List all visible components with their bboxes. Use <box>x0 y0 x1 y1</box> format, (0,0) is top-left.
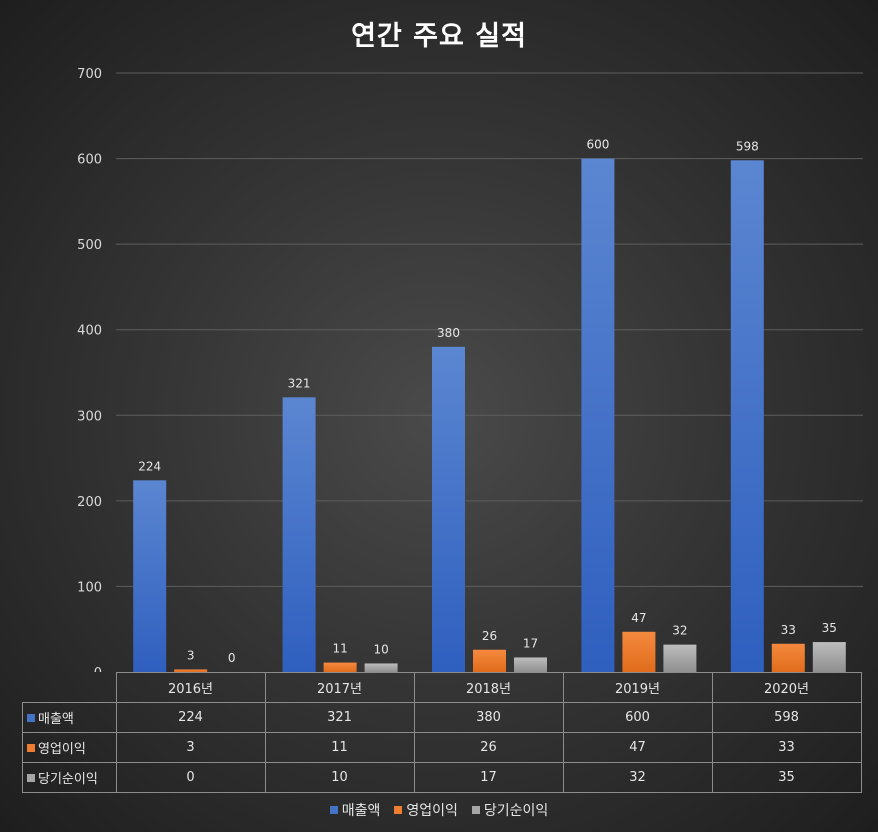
bar-매출액-2019년 <box>581 158 615 672</box>
bar-영업이익-2016년 <box>174 669 208 672</box>
series-swatch <box>27 714 35 722</box>
legend-label: 당기순이익 <box>483 803 549 819</box>
legend-item: 당기순이익 <box>471 800 549 820</box>
legend: 매출액 영업이익 당기순이익 <box>0 800 878 820</box>
bar-영업이익-2018년 <box>473 649 506 672</box>
bar-영업이익-2017년 <box>323 662 357 672</box>
series-swatch <box>27 744 35 752</box>
table-cell: 3 <box>115 732 266 763</box>
series-swatch <box>27 774 35 782</box>
data-label: 11 <box>332 642 347 656</box>
table-cell: 32 <box>562 762 713 793</box>
table-header-cell: 2019년 <box>562 672 713 703</box>
table-row: 매출액 224 321 380 600 598 <box>22 702 862 733</box>
table-cell: 26 <box>413 732 564 763</box>
bar-매출액-2017년 <box>282 397 316 672</box>
table-cell: 380 <box>413 702 564 733</box>
table-header-cell: 2018년 <box>413 672 564 703</box>
table-row: 영업이익 3 11 26 47 33 <box>22 732 862 763</box>
data-label: 32 <box>672 624 687 638</box>
table-cell: 598 <box>711 702 862 733</box>
bar-매출액-2016년 <box>133 480 167 672</box>
chart-title: 연간 주요 실적 <box>351 21 527 52</box>
data-label: 600 <box>586 138 609 152</box>
bar-매출액-2020년 <box>730 160 764 672</box>
data-label: 17 <box>523 636 538 650</box>
table-header-cell: 2017년 <box>264 672 415 703</box>
bar-당기순이익-2020년 <box>812 642 846 672</box>
bar-당기순이익-2017년 <box>364 663 398 672</box>
data-label: 0 <box>228 651 236 665</box>
series-name: 당기순이익 <box>38 772 98 787</box>
data-label: 598 <box>736 139 759 153</box>
legend-label: 영업이익 <box>406 803 458 819</box>
table-header-cell: 2016년 <box>115 672 266 703</box>
data-label: 47 <box>631 611 646 625</box>
data-label: 35 <box>822 621 837 635</box>
legend-swatch <box>471 806 480 814</box>
table-cell: 33 <box>711 732 862 763</box>
legend-item: 영업이익 <box>394 800 458 820</box>
table-row: 당기순이익 0 10 17 32 35 <box>22 762 862 793</box>
table-cell: 600 <box>562 702 713 733</box>
y-tick-label: 0 <box>94 666 102 672</box>
bar-영업이익-2019년 <box>622 631 656 672</box>
y-tick-label: 700 <box>77 67 102 82</box>
table-cell: 224 <box>115 702 266 733</box>
y-tick-label: 400 <box>77 324 102 339</box>
legend-label: 매출액 <box>341 803 381 819</box>
y-tick-label: 100 <box>77 580 102 595</box>
data-label: 321 <box>288 376 311 390</box>
legend-swatch <box>394 806 403 814</box>
table-cell: 321 <box>264 702 415 733</box>
data-label: 380 <box>437 326 460 340</box>
series-name: 매출액 <box>38 712 74 727</box>
y-tick-label: 600 <box>77 153 102 168</box>
y-tick-label: 300 <box>77 409 102 424</box>
y-tick-label: 200 <box>77 495 102 510</box>
legend-item: 매출액 <box>329 800 381 820</box>
bar-매출액-2018년 <box>432 346 465 672</box>
table-cell: 0 <box>115 762 266 793</box>
chart-plot: 0 100 200 300 400 500 600 700 224 3 0 321 11 10 380 26 1… <box>77 67 863 672</box>
table-corner <box>22 672 117 703</box>
table-cell: 47 <box>562 732 713 763</box>
data-label: 224 <box>138 459 161 473</box>
table-header-cell: 2020년 <box>711 672 862 703</box>
series-name: 영업이익 <box>38 742 86 757</box>
table-cell: 11 <box>264 732 415 763</box>
table-row-header: 영업이익 <box>22 732 117 763</box>
bar-영업이익-2020년 <box>771 643 805 672</box>
y-tick-label: 500 <box>77 238 102 253</box>
bar-당기순이익-2018년 <box>514 657 547 672</box>
table-cell: 35 <box>711 762 862 793</box>
table-row-header: 매출액 <box>22 702 117 733</box>
data-label: 26 <box>482 629 497 643</box>
table-cell: 17 <box>413 762 564 793</box>
table-cell: 10 <box>264 762 415 793</box>
legend-swatch <box>329 806 338 814</box>
bar-당기순이익-2019년 <box>663 644 697 672</box>
data-label: 3 <box>187 648 195 662</box>
data-label: 10 <box>373 642 388 656</box>
table-row-header: 당기순이익 <box>22 762 117 793</box>
data-label: 33 <box>781 623 796 637</box>
